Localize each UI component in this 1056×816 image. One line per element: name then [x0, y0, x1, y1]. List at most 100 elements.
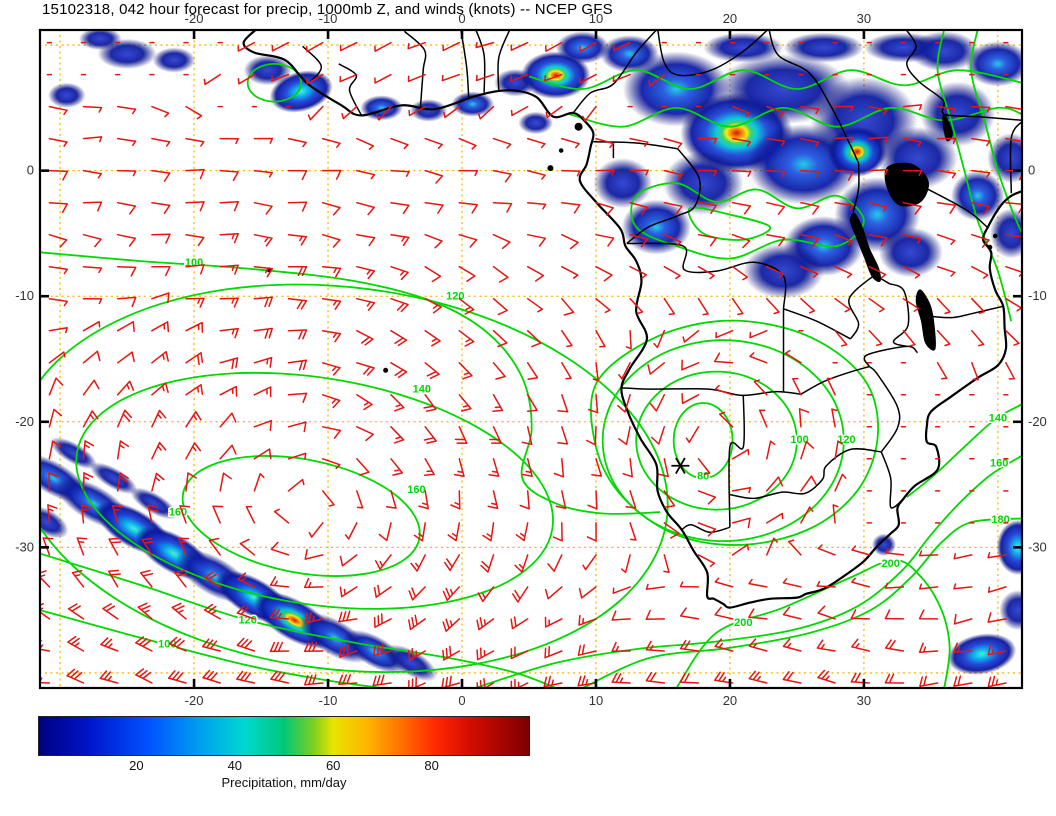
- height-contour-100: [528, 69, 1022, 90]
- precip-cell: [663, 151, 744, 215]
- country-border: [880, 451, 904, 509]
- height-contour-160: [970, 30, 1022, 234]
- precip-cell: [40, 505, 69, 539]
- country-border: [403, 30, 427, 107]
- country-border: [889, 282, 910, 348]
- height-contour-160: [181, 455, 421, 577]
- contour-label-100: 100: [790, 434, 808, 446]
- plot-title: 15102318, 042 hour forecast for precip, …: [42, 1, 613, 18]
- y-tick-right: -20: [1028, 414, 1047, 429]
- height-contour-140: [75, 371, 554, 610]
- island: [558, 148, 564, 153]
- x-tick-top: -10: [319, 11, 338, 26]
- country-border: [621, 387, 801, 397]
- country-border: [929, 305, 1004, 319]
- x-tick-bottom: -20: [185, 693, 204, 708]
- precip-cell: [965, 41, 1022, 87]
- x-tick-top: 30: [857, 11, 871, 26]
- precip-cell: [130, 487, 178, 520]
- precip-cell: [518, 111, 554, 135]
- precip-shading: [40, 30, 1022, 682]
- x-tick-bottom: 0: [458, 693, 465, 708]
- precip-cell: [827, 126, 887, 177]
- contour-label-180: 180: [991, 514, 1009, 526]
- island: [574, 122, 583, 131]
- country-border: [868, 365, 901, 453]
- height-contour-100: [40, 609, 382, 688]
- lake: [942, 113, 953, 142]
- colorbar-tick-label: 40: [227, 758, 243, 773]
- x-tick-bottom: -10: [319, 693, 338, 708]
- precip-cell: [920, 81, 996, 147]
- country-border: [1009, 120, 1022, 194]
- height-contour-120: [40, 552, 557, 688]
- height-contour-120: [630, 182, 865, 260]
- island: [992, 233, 998, 239]
- country-border: [626, 242, 787, 309]
- y-tick-right: 0: [1028, 163, 1035, 178]
- station-marker: [671, 457, 690, 474]
- country-border: [863, 345, 919, 367]
- contour-label-160: 160: [990, 458, 1008, 470]
- height-contour-200: [675, 559, 951, 688]
- wind-barbs: [40, 41, 1022, 688]
- island: [547, 165, 554, 172]
- colorbar-tick-label: 20: [129, 758, 144, 773]
- x-tick-bottom: 10: [589, 693, 603, 708]
- y-tick-left: -10: [15, 288, 34, 303]
- precip-cell: [947, 633, 1017, 675]
- height-contour-120: [568, 106, 1022, 128]
- precip-cell: [89, 462, 138, 495]
- lake: [849, 212, 882, 282]
- contour-label-80: 80: [697, 470, 709, 482]
- precip-cell: [269, 70, 333, 113]
- x-tick-bottom: 20: [723, 693, 737, 708]
- colorbar-ticks: 20 40 60 80: [38, 758, 530, 774]
- height-contour-100: [687, 206, 772, 241]
- colorbar-caption: Precipitation, mm/day: [221, 775, 347, 790]
- y-tick-right: -10: [1028, 288, 1047, 303]
- y-tick-left: -20: [15, 414, 34, 429]
- precip-cell: [878, 227, 943, 278]
- colorbar: [38, 716, 530, 756]
- precip-cell: [783, 32, 864, 63]
- precip-cell: [999, 590, 1022, 631]
- colorbar-tick-label: 80: [424, 758, 439, 773]
- lake: [915, 289, 936, 351]
- height-contour-140: [936, 30, 1013, 322]
- height-contour-80: [672, 402, 734, 480]
- precip-cell: [996, 519, 1022, 575]
- country-border: [848, 274, 876, 340]
- x-tick-top: -20: [185, 11, 204, 26]
- contour-label-200: 200: [882, 558, 900, 570]
- lake: [884, 162, 929, 207]
- country-border: [593, 141, 678, 150]
- contour-label-200: 200: [734, 617, 752, 629]
- height-contours: [40, 30, 1022, 688]
- height-contour-160: [475, 454, 1022, 688]
- precip-cell: [621, 199, 692, 255]
- axis-tick-labels: -20 -20 -10 -10 0 0 10 10 20 20 30 30 0 0 -10 -10 -20 -20…: [15, 11, 1047, 708]
- precip-cell: [49, 437, 98, 470]
- country-border: [657, 30, 769, 77]
- country-border: [905, 30, 1022, 122]
- precip-cell: [48, 82, 86, 108]
- precip-cell: [703, 32, 784, 63]
- map-frame: -20 -20 -10 -10 0 0 10 10 20 20 30 30 0 0 -10 -10 -20 -20…: [15, 11, 1047, 708]
- country-border: [800, 365, 870, 395]
- precip-cell: [409, 99, 448, 122]
- country-border: [681, 524, 731, 534]
- country-border: [783, 308, 851, 340]
- coastline: [242, 30, 1022, 609]
- island: [383, 367, 389, 373]
- y-tick-right: -30: [1028, 539, 1047, 554]
- precip-cell: [743, 243, 824, 299]
- country-border: [572, 30, 658, 114]
- frame-ticks: [40, 30, 1022, 688]
- country-border: [852, 163, 860, 213]
- country-border: [626, 148, 701, 245]
- height-contour-100: [246, 63, 303, 103]
